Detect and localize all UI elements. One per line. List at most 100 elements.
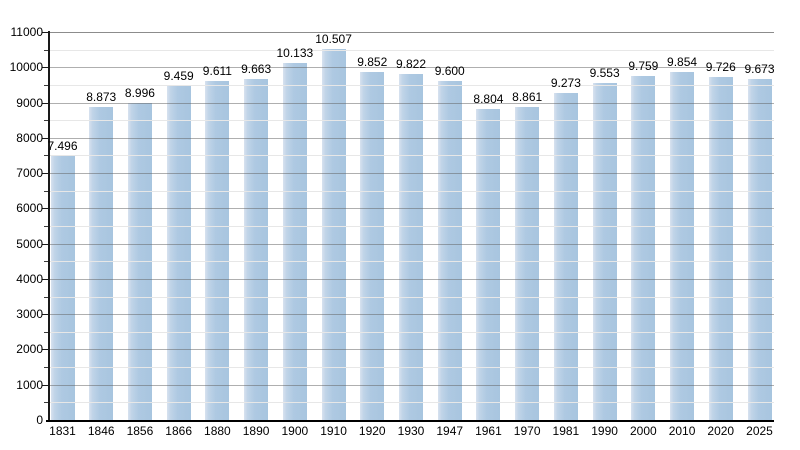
y-tick-major <box>42 208 49 210</box>
gridline-minor <box>49 120 774 122</box>
x-axis-tick-label: 1981 <box>552 424 580 438</box>
gridline-major <box>49 137 774 139</box>
y-axis-tick-label: 2000 <box>16 342 43 357</box>
y-axis-tick-label: 8000 <box>16 130 43 145</box>
bar-value-label: 9.553 <box>589 66 620 81</box>
y-axis-tick-label: 0 <box>36 413 43 427</box>
y-tick-major <box>42 102 49 104</box>
gridline-minor <box>49 402 774 404</box>
y-tick-minor <box>44 190 49 192</box>
gridline-major <box>49 243 774 245</box>
bar-value-label: 9.459 <box>163 69 194 84</box>
bar-value-label: 8.861 <box>512 90 543 105</box>
y-axis-line <box>48 31 50 420</box>
bar-1890 <box>244 79 269 420</box>
bar-2025 <box>747 78 772 420</box>
bar-value-label: 9.600 <box>434 64 465 79</box>
bar-1866 <box>166 86 191 420</box>
y-tick-minor <box>44 49 49 51</box>
x-axis-tick-label: 1846 <box>87 424 115 438</box>
gridline-minor <box>49 226 774 227</box>
y-axis-tick-label: 6000 <box>16 201 43 216</box>
y-tick-minor <box>44 367 49 369</box>
x-axis-tick-label: 1920 <box>358 424 386 438</box>
y-axis-tick-label: 4000 <box>16 271 43 286</box>
y-axis-tick-label: 5000 <box>16 236 43 251</box>
x-axis-tick-label: 2025 <box>746 424 773 438</box>
y-tick-major <box>42 349 49 351</box>
gridline-minor <box>49 190 774 192</box>
x-axis-tick-label: 1831 <box>49 424 76 438</box>
bar-1831 <box>50 155 75 420</box>
bar-2010 <box>670 72 695 420</box>
gridline-minor <box>49 84 774 86</box>
gridline-major <box>49 208 774 210</box>
gridline-major <box>49 349 774 351</box>
bar-value-label: 7.496 <box>47 138 78 153</box>
y-tick-minor <box>44 120 49 122</box>
bar-1970 <box>515 107 540 420</box>
y-tick-minor <box>44 226 49 227</box>
y-axis-tick-label: 9000 <box>16 95 43 110</box>
gridline-minor <box>49 155 774 157</box>
gridline-major <box>49 278 774 280</box>
y-tick-minor <box>44 261 49 263</box>
bar-value-label: 8.804 <box>473 92 504 107</box>
x-axis-line <box>46 420 774 422</box>
bar-1880 <box>205 80 230 420</box>
gridline-major <box>49 32 774 33</box>
y-axis-tick-label: 3000 <box>16 307 43 322</box>
x-axis-tick-label: 1910 <box>320 424 347 438</box>
bar-value-label: 9.854 <box>667 55 698 70</box>
bar-value-label: 8.996 <box>124 85 155 100</box>
bar-value-label: 9.663 <box>241 62 272 77</box>
bar-value-label: 9.273 <box>550 75 581 90</box>
y-tick-major <box>42 32 49 33</box>
y-tick-minor <box>44 155 49 157</box>
bar-value-label: 9.852 <box>357 55 388 70</box>
gridline-minor <box>49 261 774 263</box>
y-tick-major <box>42 67 49 69</box>
gridline-minor <box>49 49 774 51</box>
bar-1981 <box>553 92 578 420</box>
bar-value-label: 9.726 <box>705 59 736 74</box>
bar-1990 <box>592 83 617 420</box>
y-axis-tick-label: 7000 <box>16 166 43 181</box>
x-axis-tick-label: 1961 <box>475 424 502 438</box>
bar-1900 <box>282 62 307 420</box>
y-tick-major <box>42 243 49 245</box>
bar-value-label: 8.873 <box>86 90 117 105</box>
x-axis-tick-label: 1900 <box>281 424 309 438</box>
bar-value-label: 9.822 <box>395 56 427 71</box>
bar-value-label: 10.133 <box>276 45 314 60</box>
bar-2000 <box>631 75 656 420</box>
x-axis-tick-label: 1880 <box>204 424 231 438</box>
bar-1920 <box>360 72 385 420</box>
y-tick-minor <box>44 331 49 333</box>
y-tick-major <box>42 384 49 386</box>
y-tick-major <box>42 173 49 175</box>
y-tick-minor <box>44 296 49 298</box>
bar-1910 <box>321 49 346 420</box>
y-tick-major <box>42 137 49 139</box>
bar-value-label: 9.759 <box>628 58 659 73</box>
gridline-minor <box>49 296 774 298</box>
x-axis-tick-label: 2000 <box>629 424 657 438</box>
x-axis-tick-label: 1947 <box>436 424 464 438</box>
y-tick-major <box>42 278 49 280</box>
y-axis-tick-label: 11000 <box>10 25 43 39</box>
bar-2020 <box>708 76 733 420</box>
gridline-major <box>49 173 774 175</box>
y-tick-minor <box>44 402 49 404</box>
gridline-major <box>49 314 774 316</box>
bar-1930 <box>399 73 423 420</box>
bar-value-label: 10.507 <box>315 32 352 47</box>
x-axis-tick-label: 1856 <box>126 424 154 438</box>
x-axis-tick-label: 2010 <box>668 424 696 438</box>
gridline-major <box>49 67 774 69</box>
x-axis-tick-label: 1866 <box>165 424 193 438</box>
bar-value-label: 9.611 <box>202 63 232 78</box>
y-axis-tick-label: 1000 <box>16 377 43 392</box>
